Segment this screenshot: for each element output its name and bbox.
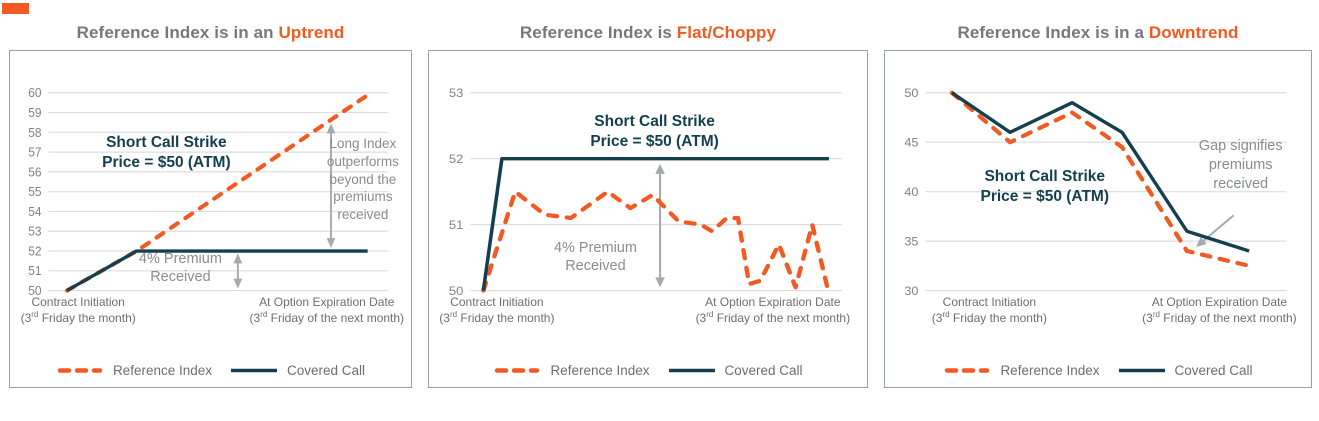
chart-title-accent: Uptrend	[278, 23, 345, 42]
covered-call-solid-swatch	[1118, 368, 1165, 373]
reference-index-dashed-swatch	[57, 368, 103, 373]
xaxis-label-option-expiration: At Option Expiration Date (3rd Friday of…	[249, 295, 405, 326]
chart-card-flat-choppy: Reference Index is Flat/Choppy 53 52 51 50 …	[428, 0, 868, 388]
svg-text:53: 53	[28, 224, 41, 238]
chart-legend: Reference Index Covered Call	[10, 363, 411, 378]
legend-label: Covered Call	[287, 363, 366, 378]
premium-received-annotation: 4% Premium Received	[138, 251, 222, 286]
legend-item-covered-call: Covered Call	[668, 363, 803, 378]
chart-title-uptrend: Reference Index is in an Uptrend	[9, 0, 412, 50]
legend-label: Reference Index	[112, 363, 212, 378]
chart-box-uptrend: 60 59 58 57 56 55 54 53 52 51 50 Short Call Strike…	[9, 50, 412, 388]
svg-text:50: 50	[28, 284, 41, 298]
xaxis-label-contract-initiation: Contract Initiation (3rd Friday the mont…	[439, 295, 555, 326]
reference-index-dashed-swatch	[945, 368, 990, 373]
legend-item-reference-index: Reference Index	[56, 363, 212, 378]
svg-text:56: 56	[28, 165, 41, 179]
chart-legend: Reference Index Covered Call	[429, 363, 867, 378]
strike-price-annotation: Short Call Strike Price = $50 (ATM)	[590, 113, 719, 150]
svg-text:53: 53	[449, 86, 463, 101]
legend-item-covered-call: Covered Call	[230, 363, 365, 378]
svg-text:55: 55	[28, 185, 41, 199]
chart-legend: Reference Index Covered Call	[885, 363, 1311, 378]
svg-text:57: 57	[28, 145, 41, 159]
svg-text:58: 58	[28, 126, 41, 140]
svg-text:30: 30	[904, 284, 918, 298]
svg-text:45: 45	[904, 136, 918, 150]
svg-text:40: 40	[904, 185, 918, 199]
xaxis-label-option-expiration: At Option Expiration Date (3rd Friday of…	[1142, 295, 1297, 326]
chart-box-downtrend: 50 45 40 35 30 Short Call Strike Price = $50…	[884, 50, 1312, 388]
covered-call-solid-swatch	[668, 368, 715, 373]
chart-card-downtrend: Reference Index is in a Downtrend 50 45 40…	[884, 0, 1312, 388]
premium-received-annotation: 4% Premium Received	[553, 240, 637, 275]
downtrend-chart-canvas: 50 45 40 35 30	[904, 86, 1287, 298]
svg-text:35: 35	[904, 235, 918, 249]
xaxis-label-option-expiration: At Option Expiration Date (3rd Friday of…	[695, 295, 851, 326]
chart-card-uptrend: Reference Index is in an Uptrend 60 59 58 5…	[9, 0, 412, 388]
legend-label: Reference Index	[550, 363, 650, 378]
svg-text:59: 59	[28, 106, 41, 120]
xaxis-label-contract-initiation: Contract Initiation (3rd Friday the mont…	[931, 295, 1047, 326]
flat-choppy-chart-canvas: 53 52 51 50	[449, 86, 842, 298]
svg-text:54: 54	[28, 205, 41, 219]
chart-box-flat-choppy: 53 52 51 50 Short Call Strike Price = $50 (…	[428, 50, 868, 388]
xaxis-label-contract-initiation: Contract Initiation (3rd Friday the mont…	[20, 295, 136, 326]
svg-text:50: 50	[904, 86, 918, 100]
brand-accent-bar	[2, 3, 29, 14]
chart-title-text: Reference Index is in an	[76, 23, 279, 42]
legend-item-covered-call: Covered Call	[1118, 363, 1253, 378]
svg-text:52: 52	[28, 244, 41, 258]
legend-label: Covered Call	[724, 363, 803, 378]
legend-label: Covered Call	[1174, 363, 1253, 378]
legend-label: Reference Index	[1000, 363, 1100, 378]
gap-signifies-premiums-annotation: Gap signifies premiums received	[1198, 138, 1283, 193]
chart-title-text: Reference Index is in a	[957, 23, 1149, 42]
reference-index-dashed-swatch	[495, 368, 540, 373]
chart-title-text: Reference Index is	[519, 23, 677, 42]
legend-item-reference-index: Reference Index	[943, 363, 1100, 378]
strike-price-annotation: Short Call Strike Price = $50 (ATM)	[102, 134, 231, 171]
long-index-outperforms-annotation: Long Index outperforms beyond the premiu…	[326, 136, 399, 223]
svg-text:60: 60	[28, 86, 41, 100]
svg-text:51: 51	[28, 264, 41, 278]
svg-text:52: 52	[449, 151, 463, 166]
chart-title-accent: Flat/Choppy	[676, 23, 777, 42]
chart-title-downtrend: Reference Index is in a Downtrend	[884, 0, 1312, 50]
chart-title-flat-choppy: Reference Index is Flat/Choppy	[428, 0, 868, 50]
charts-row: Reference Index is in an Uptrend 60 59 58 5…	[9, 0, 1312, 388]
legend-item-reference-index: Reference Index	[493, 363, 650, 378]
svg-text:50: 50	[449, 283, 463, 298]
uptrend-chart-canvas: 60 59 58 57 56 55 54 53 52 51 50	[28, 86, 389, 298]
chart-title-accent: Downtrend	[1148, 23, 1239, 42]
svg-text:51: 51	[449, 217, 463, 232]
covered-call-solid-swatch	[231, 368, 277, 373]
strike-price-annotation: Short Call Strike Price = $50 (ATM)	[980, 168, 1110, 205]
